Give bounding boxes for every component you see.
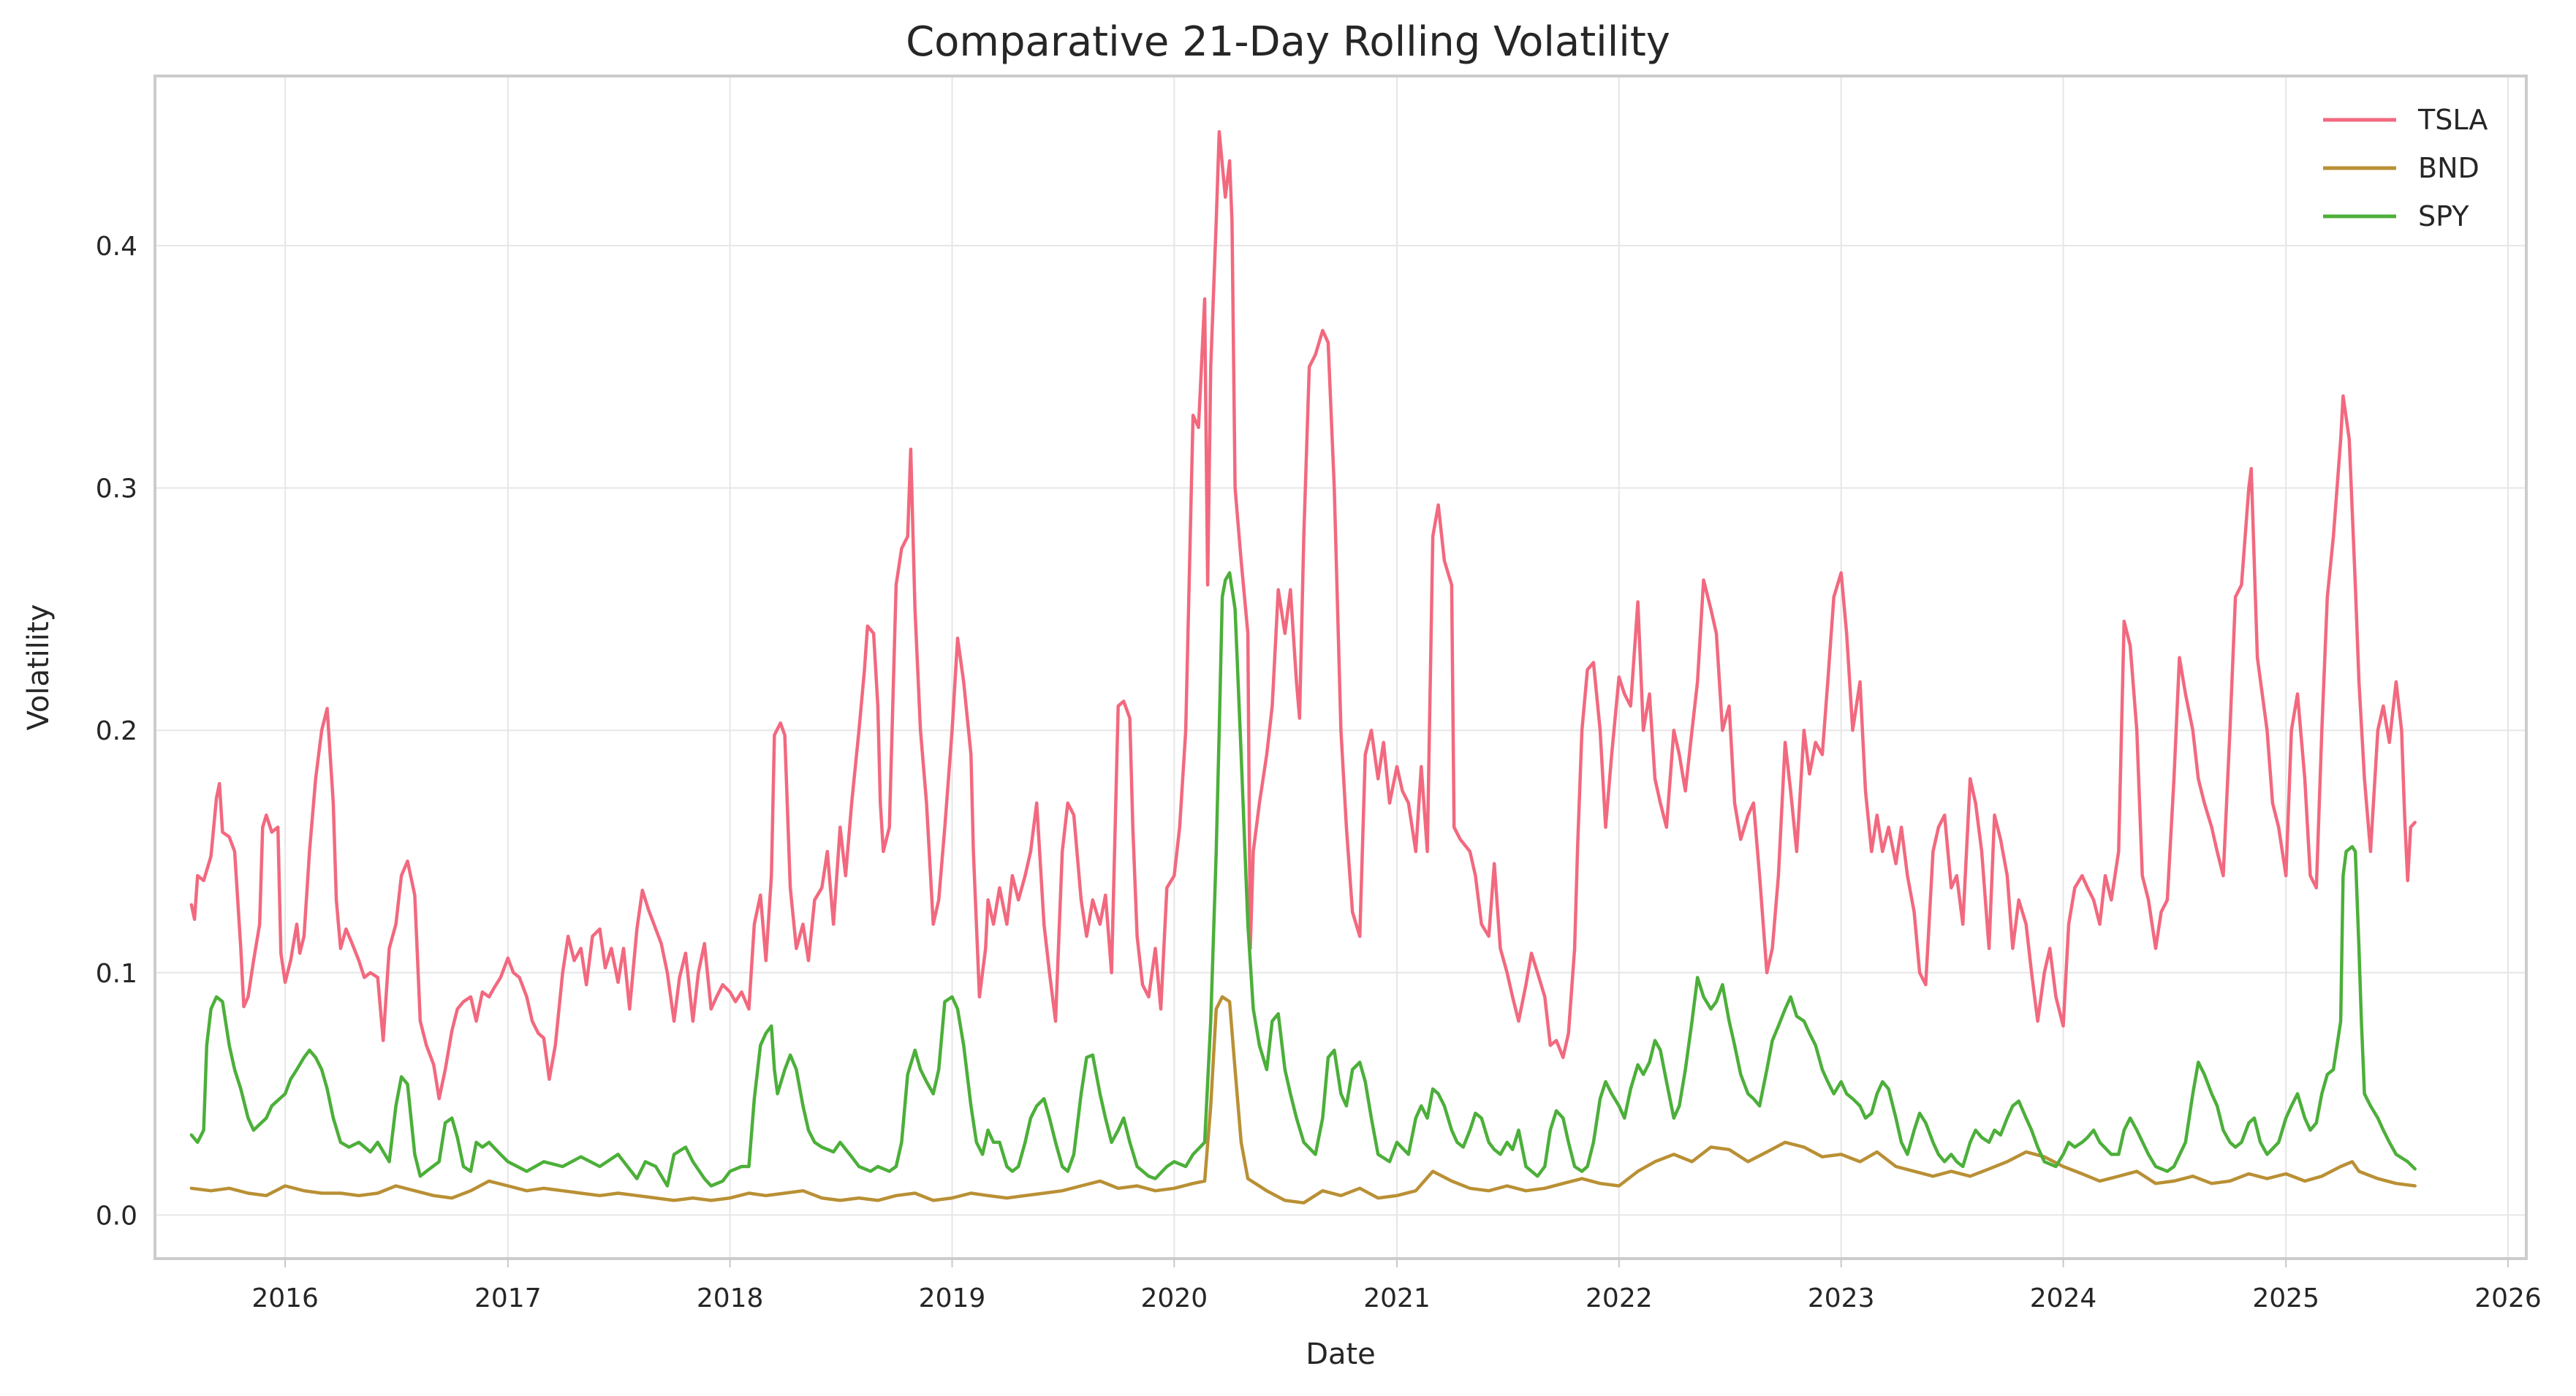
x-tick-label: 2016 xyxy=(251,1283,319,1313)
y-tick-label: 0.0 xyxy=(96,1201,137,1231)
x-tick-label: 2023 xyxy=(1808,1283,1875,1313)
x-tick-label: 2017 xyxy=(474,1283,542,1313)
x-tick-label: 2021 xyxy=(1363,1283,1431,1313)
x-axis-label: Date xyxy=(1306,1338,1376,1371)
x-tick-label: 2022 xyxy=(1586,1283,1653,1313)
x-tick-label: 2018 xyxy=(697,1283,764,1313)
x-tick-label: 2024 xyxy=(2030,1283,2097,1313)
y-tick-label: 0.4 xyxy=(96,232,137,262)
y-tick-label: 0.2 xyxy=(96,716,137,746)
chart-title: Comparative 21-Day Rolling Volatility xyxy=(906,18,1670,66)
x-tick-label: 2026 xyxy=(2474,1283,2542,1313)
series-layer xyxy=(189,130,2417,1205)
tick-layer: 0.0 0.1 0.2 0.3 0.4 2016 2017 2018 2019 2020 2021 2… xyxy=(96,232,2542,1313)
y-tick-label: 0.3 xyxy=(96,474,137,504)
series-line-spy xyxy=(189,571,2417,1188)
x-tick-label: 2019 xyxy=(919,1283,986,1313)
grid-layer xyxy=(155,76,2526,1259)
series-line-tsla xyxy=(189,130,2417,1101)
legend-label-tsla: TSLA xyxy=(2417,104,2488,136)
legend-label-spy: SPY xyxy=(2418,200,2469,232)
x-tick-label: 2020 xyxy=(1141,1283,1208,1313)
y-tick-label: 0.1 xyxy=(96,959,137,989)
series-line-bnd xyxy=(189,995,2417,1205)
legend: TSLA BND SPY xyxy=(2323,104,2488,232)
legend-label-bnd: BND xyxy=(2418,152,2480,184)
x-tick-label: 2025 xyxy=(2252,1283,2319,1313)
plot-frame xyxy=(154,75,2528,1260)
y-axis-label: Volatility xyxy=(22,604,56,731)
